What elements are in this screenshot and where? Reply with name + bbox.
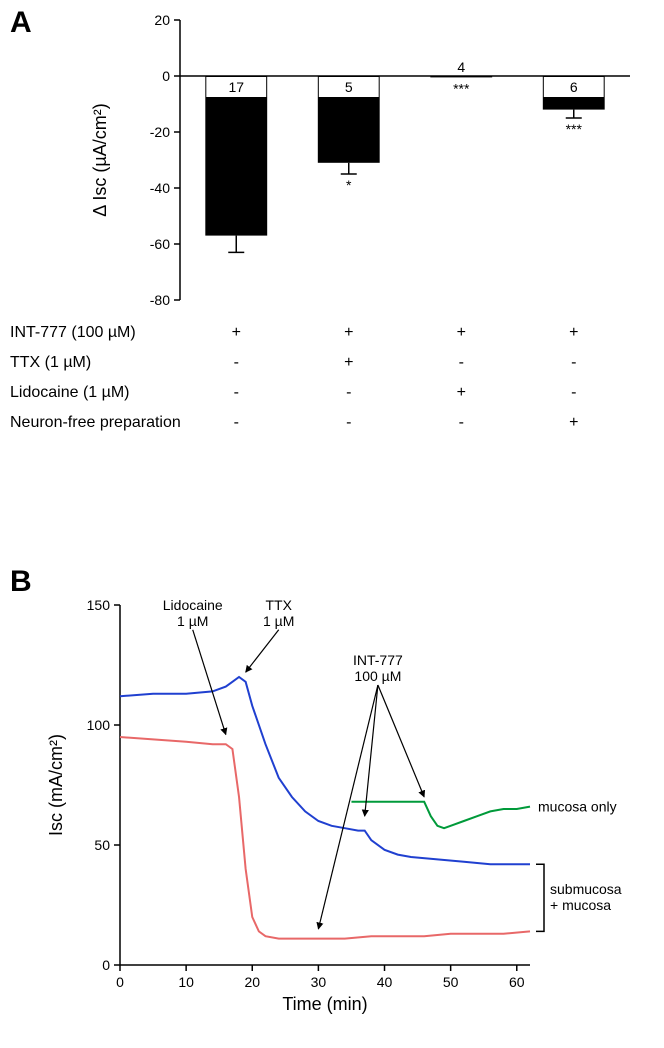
condition-label: TTX (1 µM) <box>10 354 91 372</box>
svg-text:mucosa only: mucosa only <box>538 799 617 815</box>
svg-text:-80: -80 <box>150 292 170 308</box>
condition-value: + <box>228 324 244 342</box>
svg-text:1 µM: 1 µM <box>263 613 294 629</box>
panel-a-conditions-table: INT-777 (100 µM)++++TTX (1 µM)-+--Lidoca… <box>0 320 650 440</box>
panel-a-label: A <box>10 6 32 40</box>
svg-text:50: 50 <box>443 974 459 990</box>
condition-row: Lidocaine (1 µM) - - + - <box>0 380 650 410</box>
condition-value: - <box>341 384 357 402</box>
svg-text:-60: -60 <box>150 236 170 252</box>
svg-text:100 µM: 100 µM <box>354 668 401 684</box>
condition-value: - <box>228 384 244 402</box>
condition-row: TTX (1 µM) - + - - <box>0 350 650 380</box>
svg-text:0: 0 <box>102 957 110 973</box>
svg-text:***: *** <box>453 80 470 96</box>
condition-label: Neuron-free preparation <box>10 414 181 432</box>
condition-value: + <box>566 414 582 432</box>
panel-b-line-chart: 0 50 100 150 0 10 20 30 40 50 60 Time (min) Isc (mA/… <box>40 585 660 1025</box>
svg-text:60: 60 <box>509 974 525 990</box>
condition-value: + <box>453 384 469 402</box>
svg-text:+ mucosa: + mucosa <box>550 897 611 913</box>
condition-label: Lidocaine (1 µM) <box>10 384 130 402</box>
svg-text:Isc (mA/cm²): Isc (mA/cm²) <box>46 734 66 836</box>
condition-value: - <box>453 354 469 372</box>
svg-text:4: 4 <box>457 59 465 75</box>
svg-text:Lidocaine: Lidocaine <box>163 597 223 613</box>
condition-value: + <box>341 324 357 342</box>
condition-label: INT-777 (100 µM) <box>10 324 136 342</box>
svg-text:TTX: TTX <box>265 597 292 613</box>
svg-text:*: * <box>346 177 352 193</box>
svg-text:1 µM: 1 µM <box>177 613 208 629</box>
condition-row: INT-777 (100 µM) + + + + <box>0 320 650 350</box>
svg-text:17: 17 <box>228 79 244 95</box>
svg-text:***: *** <box>566 121 583 137</box>
condition-value: + <box>341 354 357 372</box>
svg-text:20: 20 <box>154 12 170 28</box>
svg-text:-20: -20 <box>150 124 170 140</box>
svg-text:20: 20 <box>244 974 260 990</box>
condition-value: - <box>341 414 357 432</box>
condition-value: + <box>453 324 469 342</box>
svg-text:150: 150 <box>87 597 111 613</box>
condition-value: - <box>566 384 582 402</box>
svg-text:5: 5 <box>345 79 353 95</box>
svg-text:-40: -40 <box>150 180 170 196</box>
svg-text:100: 100 <box>87 717 111 733</box>
svg-text:0: 0 <box>116 974 124 990</box>
svg-text:Δ Isc (µA/cm²): Δ Isc (µA/cm²) <box>90 103 110 216</box>
svg-text:40: 40 <box>377 974 393 990</box>
svg-text:10: 10 <box>178 974 194 990</box>
condition-value: - <box>228 354 244 372</box>
svg-text:30: 30 <box>311 974 327 990</box>
condition-value: - <box>453 414 469 432</box>
panel-b-label: B <box>10 565 32 599</box>
svg-text:0: 0 <box>162 68 170 84</box>
condition-value: - <box>566 354 582 372</box>
panel-a-bar-chart: -80 -60 -40 -20 0 20 Δ Isc (µA/cm²) 17 5 * 4 *** 6 **… <box>90 10 650 310</box>
svg-text:submucosa: submucosa <box>550 881 622 897</box>
svg-text:50: 50 <box>94 837 110 853</box>
condition-value: + <box>566 324 582 342</box>
condition-row: Neuron-free preparation - - - + <box>0 410 650 440</box>
svg-text:INT-777: INT-777 <box>353 652 403 668</box>
condition-value: - <box>228 414 244 432</box>
svg-text:6: 6 <box>570 79 578 95</box>
svg-text:Time (min): Time (min) <box>282 994 367 1014</box>
